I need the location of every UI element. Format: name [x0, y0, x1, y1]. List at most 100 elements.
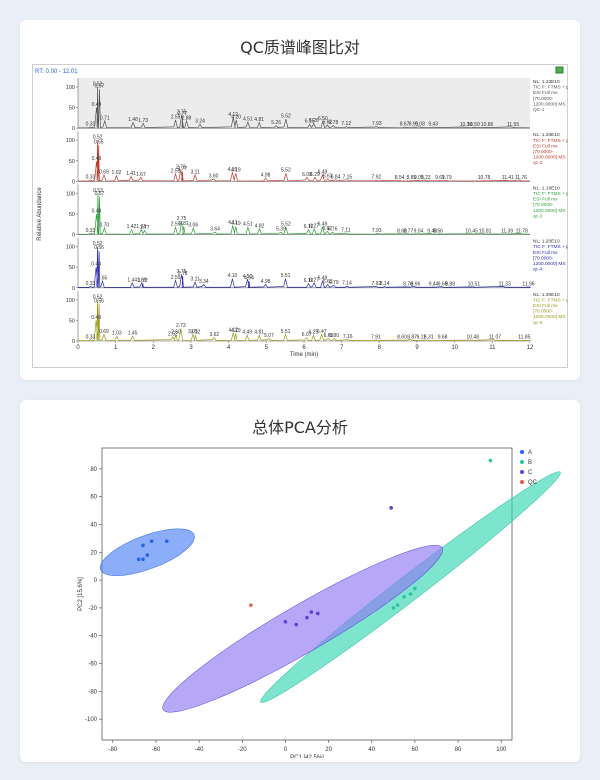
peak-label: 4.10 — [228, 167, 238, 173]
peak-label: 1.45 — [128, 331, 138, 337]
peak-label: 0.48 — [91, 315, 101, 321]
panel-info-line: [70.0000- — [533, 202, 554, 208]
peak-label: 1.72 — [138, 278, 148, 284]
peak-label: 9.68 — [438, 281, 448, 287]
panel-info-line: 1200.0000] MS — [533, 261, 566, 267]
peak-label: 9.40 — [427, 228, 437, 234]
corner-icon — [555, 66, 564, 74]
legend-marker-C — [520, 470, 524, 474]
peak-label: 6.29 — [310, 172, 320, 178]
x-tick-label: 60 — [412, 747, 419, 753]
peak-label: 0.52 — [93, 294, 103, 300]
panel-info-line: QC-1 — [533, 107, 545, 113]
trace-line — [77, 299, 531, 342]
peak-label: 6.27 — [309, 223, 319, 229]
legend-marker-A — [520, 450, 524, 454]
peak-label: 0.70 — [99, 223, 109, 229]
peak-label: 5.26 — [271, 120, 281, 126]
peak-label: 0.48 — [91, 262, 101, 268]
point-B — [395, 603, 400, 607]
peak-label: 5.51 — [281, 273, 291, 279]
peak-label: 2.77 — [177, 166, 187, 172]
trace-line — [77, 246, 532, 289]
peak-label: 0.53 — [93, 188, 103, 194]
peak-label: 7.92 — [371, 281, 381, 287]
peak-label: 4.82 — [255, 223, 265, 229]
y-tick-label: 50 — [69, 159, 75, 165]
panel-info-line: NL: 1.20E10 — [533, 239, 560, 245]
peak-label: 6.84 — [331, 174, 341, 180]
peak-label: 2.88 — [182, 115, 192, 121]
x-tick-label: 10 — [451, 345, 458, 351]
peak-label: 4.19 — [231, 168, 241, 174]
panel-info-line: TIC F: FTMS + p — [533, 244, 568, 250]
x-tick-label: 9 — [415, 345, 419, 351]
peak-label: 7.15 — [342, 174, 352, 180]
panel-info-line: ESI Full ms — [533, 197, 558, 203]
y-tick-label: 0 — [72, 233, 75, 239]
peak-label: 0.49 — [92, 209, 102, 215]
y-tick-label: 0 — [72, 179, 75, 185]
peak-label: 4.98 — [261, 279, 271, 285]
peak-label: 0.49 — [92, 102, 102, 108]
point-A — [164, 539, 169, 543]
peak-label: 11.41 — [502, 175, 514, 181]
y-tick-label: 100 — [66, 191, 75, 197]
y-tick-label: -20 — [88, 606, 97, 612]
peak-label: 11.96 — [522, 281, 534, 287]
y-tick-label: 100 — [66, 298, 75, 304]
peak-label: 0.33 — [86, 334, 96, 340]
peak-label: 7.93 — [372, 121, 382, 127]
peak-label: 2.75 — [177, 110, 187, 116]
point-B — [413, 586, 417, 591]
peak-label: 10.50 — [467, 122, 480, 128]
peak-label: 3.11 — [190, 277, 200, 283]
peak-label: 5.52 — [281, 114, 291, 120]
ellipse-C — [162, 545, 443, 713]
peak-label: 6.63 — [323, 279, 333, 285]
legend-label-B: B — [528, 460, 532, 466]
peak-label: 0.33 — [86, 281, 96, 287]
peak-label: 9.05 — [414, 175, 424, 181]
peak-label: 3.34 — [199, 279, 209, 285]
peak-label: 6.78 — [329, 120, 339, 126]
panel-info-line: 1200.0000] MS — [533, 314, 566, 320]
chrom-panel-qc-4: 0 50 100 0.33 0.48 0.520.56 0.65 1.44 1.691.72 2.… — [66, 237, 568, 292]
peak-label: 6.49 — [318, 169, 328, 175]
peak-label: 4.19 — [231, 221, 241, 227]
peak-label: 1.41 — [126, 171, 136, 177]
peak-label: 11.33 — [499, 281, 511, 287]
peak-label: 2.81 — [179, 221, 189, 227]
peak-label: 1.68 — [136, 224, 146, 230]
x-tick-label: 7 — [340, 345, 344, 351]
panel-info-line: ESI Full ms — [533, 250, 558, 256]
peak-label: 0.69 — [99, 169, 109, 175]
x-tick-label: 1 — [114, 345, 118, 351]
peak-label: 0.55 — [94, 140, 104, 146]
peak-label: 2.73 — [176, 323, 186, 329]
panel-info-line: NL: 1.16E10 — [533, 185, 560, 191]
panel-info-line: TIC F: FTMS + p — [533, 85, 568, 91]
peak-label: 2.60 — [171, 330, 181, 336]
peak-label: 0.71 — [100, 115, 110, 121]
peak-label: 7.91 — [371, 334, 381, 340]
trace-line — [77, 193, 531, 235]
panel-info-line: 1200.0000] MS — [533, 155, 566, 161]
pca-plot-frame — [101, 447, 513, 741]
y-tick-label: 0 — [94, 578, 98, 584]
point-A — [145, 553, 150, 557]
peak-label: 10.86 — [481, 122, 494, 128]
peak-label: 7.92 — [371, 175, 381, 181]
peak-label: 1.69 — [137, 277, 147, 283]
peak-label: 1.02 — [112, 170, 122, 176]
peak-label: 2.73 — [176, 164, 186, 170]
peak-label: 8.14 — [380, 281, 390, 287]
peak-label: 0.56 — [94, 245, 104, 251]
panel-info-line: [70.0000- — [533, 309, 554, 315]
peak-label: 6.07 — [302, 332, 312, 338]
point-C — [305, 615, 309, 620]
x-tick-label: 6 — [302, 345, 306, 351]
y-tick-label: 50 — [69, 318, 75, 324]
peak-label: 5.07 — [264, 333, 274, 339]
